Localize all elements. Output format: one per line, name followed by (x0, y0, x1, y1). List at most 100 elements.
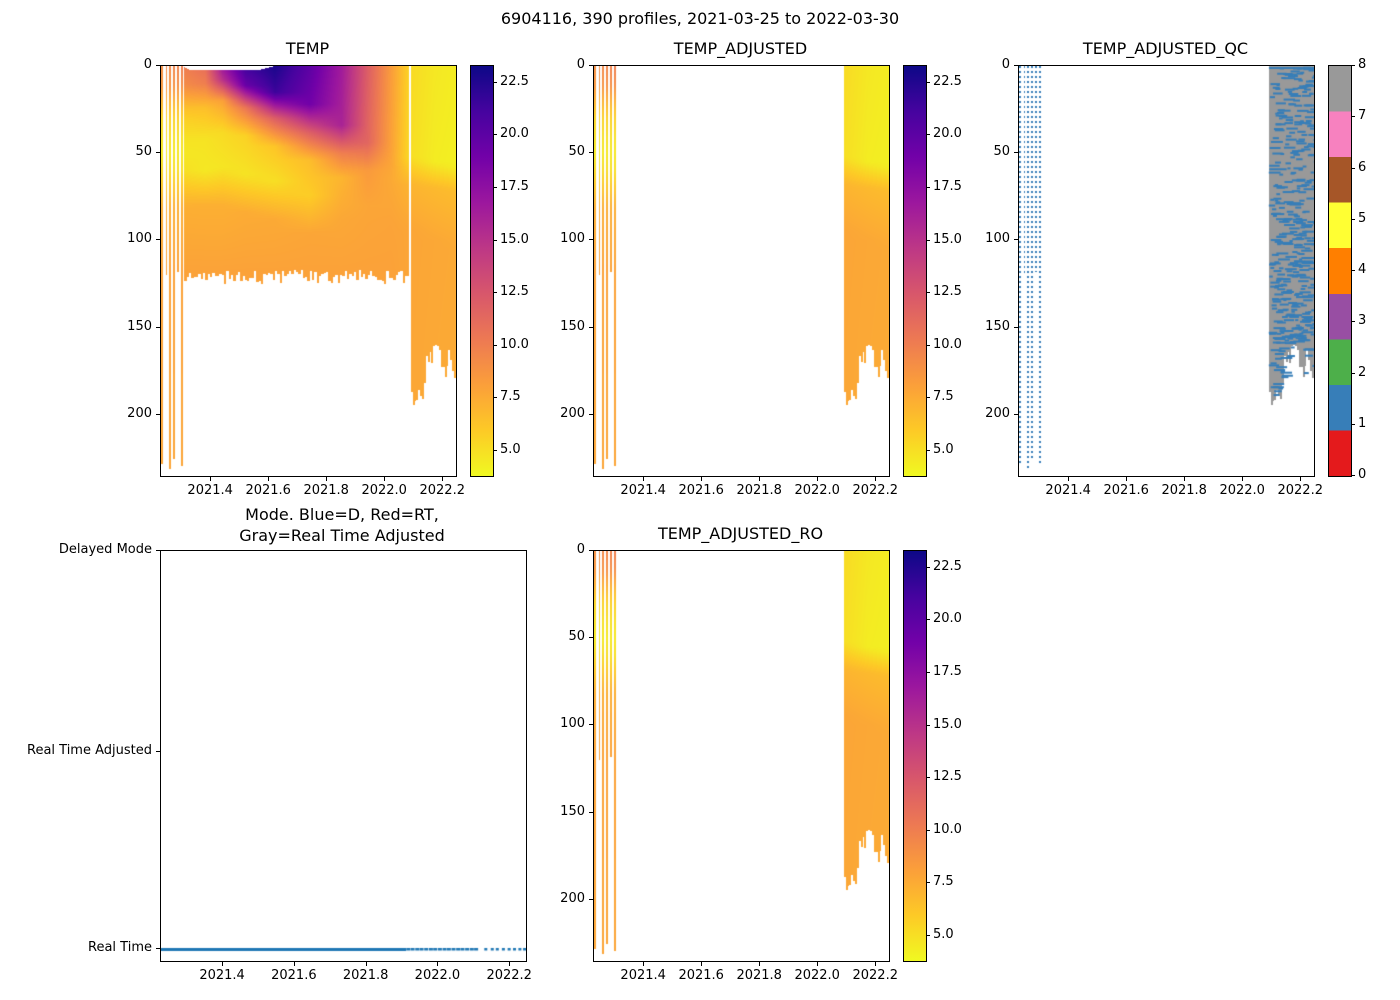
colorbar-tick-label: 17.5 (500, 178, 529, 194)
y-tick-label: 200 (560, 890, 585, 906)
colorbar-tick-mark (926, 239, 930, 241)
y-tick-mark (589, 152, 593, 154)
temp-colorbar (470, 65, 494, 477)
qc-colorbar-tick-mark (1351, 475, 1355, 476)
y-tick-mark (1014, 152, 1018, 154)
y-tick-mark (589, 239, 593, 241)
colorbar-tick-label: 15.0 (933, 231, 962, 247)
qc-colorbar-tick-mark (1351, 321, 1355, 323)
y-tick-mark (589, 413, 593, 415)
qc-colorbar-tick-label: 4 (1358, 262, 1367, 277)
qc-colorbar-tick-mark (1351, 423, 1355, 425)
x-tick-label: 2021.4 (187, 483, 233, 498)
mode-y-tick-mark (156, 947, 160, 949)
y-tick-label: 0 (143, 57, 152, 72)
x-tick-label: 2022.0 (414, 968, 461, 983)
x-tick-mark (817, 962, 819, 966)
qc-colorbar-tick-mark (1351, 167, 1355, 169)
colorbar-tick-mark (926, 397, 930, 399)
qc-colorbar-tick-label: 0 (1358, 467, 1367, 482)
x-tick-label: 2021.6 (1103, 483, 1149, 498)
x-tick-mark (1184, 477, 1186, 481)
x-tick-label: 2021.4 (620, 968, 666, 983)
colorbar-tick-mark (926, 81, 930, 83)
x-tick-label: 2022.0 (1219, 483, 1265, 498)
x-tick-label: 2021.8 (342, 968, 389, 983)
colorbar-tick-label: 20.0 (500, 126, 529, 142)
y-tick-mark (1014, 65, 1018, 66)
qc-colorbar-tick-label: 6 (1358, 159, 1367, 175)
colorbar-tick-label: 5.0 (500, 441, 521, 457)
colorbar-tick-label: 22.5 (933, 558, 962, 574)
x-tick-mark (437, 962, 439, 966)
y-tick-label: 50 (568, 629, 585, 645)
colorbar-tick-label: 22.5 (933, 73, 962, 89)
y-tick-mark (1014, 326, 1018, 328)
colorbar-tick-label: 10.0 (933, 821, 962, 837)
x-tick-mark (759, 962, 761, 966)
temp-adjusted-ro-title: TEMP_ADJUSTED_RO (657, 524, 824, 543)
temp-adjusted-axes (593, 65, 890, 477)
colorbar-tick-mark (926, 566, 930, 568)
colorbar-tick-mark (926, 344, 930, 346)
temp-title: TEMP (285, 39, 330, 58)
y-tick-label: 150 (560, 803, 585, 819)
qc-colorbar-tick-mark (1351, 65, 1355, 66)
colorbar-tick-mark (493, 239, 497, 241)
y-tick-mark (589, 65, 593, 66)
y-tick-label: 100 (985, 231, 1010, 247)
x-tick-mark (701, 962, 703, 966)
colorbar-tick-label: 7.5 (933, 389, 954, 405)
mode-scatter-canvas (161, 551, 526, 961)
temp-adjusted-qc-axes (1018, 65, 1315, 477)
x-tick-mark (875, 477, 877, 481)
y-tick-label: 0 (576, 542, 585, 557)
colorbar-tick-mark (926, 186, 930, 188)
y-tick-mark (589, 326, 593, 328)
colorbar-tick-mark (926, 449, 930, 451)
colorbar-tick-label: 10.0 (933, 336, 962, 352)
y-tick-label: 150 (560, 318, 585, 334)
y-tick-mark (589, 550, 593, 551)
colorbar-tick-mark (493, 397, 497, 399)
colorbar-tick-mark (926, 724, 930, 726)
colorbar-tick-mark (493, 81, 497, 83)
colorbar-tick-label: 5.0 (933, 441, 954, 457)
x-tick-mark (326, 477, 328, 481)
colorbar-tick-label: 7.5 (933, 874, 954, 890)
x-tick-label: 2022.2 (852, 483, 898, 498)
x-tick-mark (210, 477, 212, 481)
colorbar-tick-label: 12.5 (933, 769, 962, 785)
y-tick-label: 200 (985, 405, 1010, 421)
colorbar-tick-label: 10.0 (500, 336, 529, 352)
colorbar-tick-label: 20.0 (933, 611, 962, 627)
x-tick-mark (701, 477, 703, 481)
y-tick-mark (589, 811, 593, 813)
y-tick-label: 50 (568, 144, 585, 160)
y-tick-mark (589, 637, 593, 639)
x-tick-label: 2021.6 (678, 483, 724, 498)
x-tick-mark (442, 477, 444, 481)
temp-adjusted-qc-title: TEMP_ADJUSTED_QC (1082, 39, 1249, 58)
colorbar-tick-mark (926, 882, 930, 884)
mode-y-tick-label: Real Time Adjusted (27, 742, 152, 758)
x-tick-label: 2021.6 (245, 483, 291, 498)
x-tick-label: 2022.0 (794, 483, 840, 498)
x-tick-label: 2021.6 (678, 968, 724, 983)
temp-adjusted-qc-heatmap-canvas (1019, 66, 1314, 476)
x-tick-label: 2021.4 (620, 483, 666, 498)
mode-axes (160, 550, 527, 962)
x-tick-mark (1068, 477, 1070, 481)
temp-axes (160, 65, 457, 477)
temp-adjusted-colorbar (903, 65, 927, 477)
x-tick-label: 2021.8 (1161, 483, 1207, 498)
qc-colorbar-tick-mark (1351, 218, 1355, 220)
colorbar-tick-mark (493, 186, 497, 188)
colorbar-tick-label: 12.5 (500, 284, 529, 300)
mode-y-tick-label: Real Time (88, 939, 152, 955)
mode-y-tick-mark (156, 750, 160, 752)
qc-flag-colorbar (1328, 65, 1352, 477)
colorbar-tick-mark (493, 292, 497, 294)
colorbar-tick-label: 7.5 (500, 389, 521, 405)
